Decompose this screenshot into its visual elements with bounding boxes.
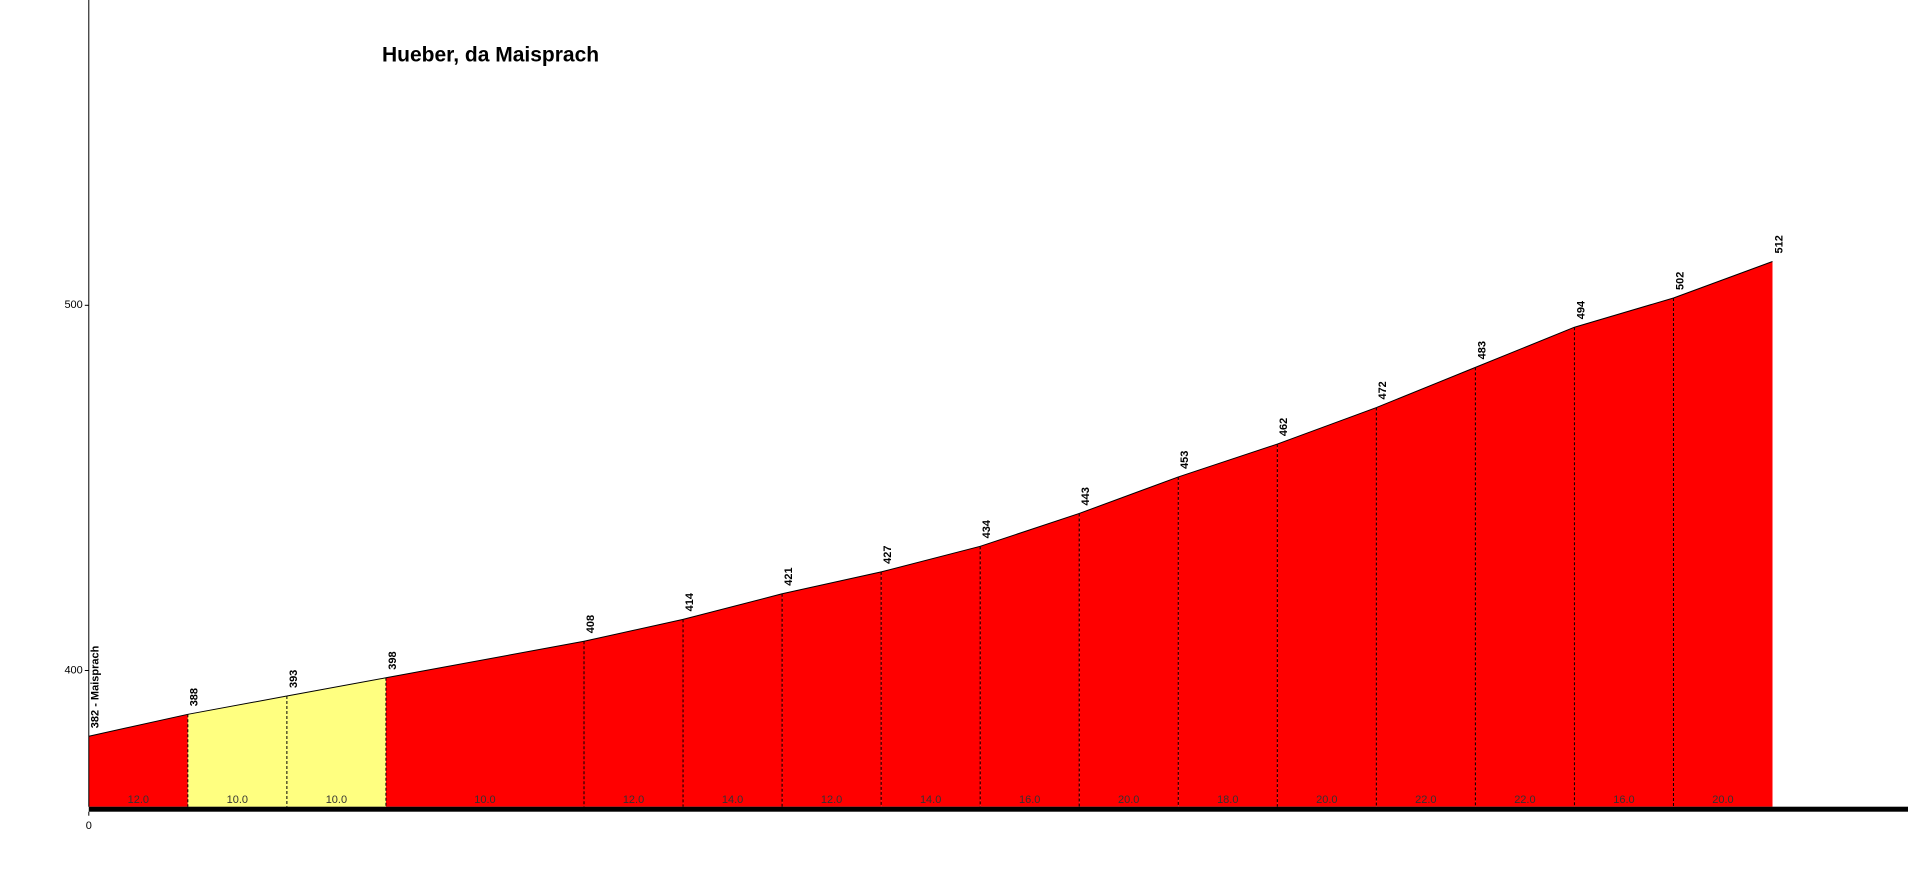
gradient-label: 12.0	[821, 794, 842, 806]
profile-segment	[1079, 476, 1179, 807]
elevation-label: 462	[1278, 418, 1290, 436]
profile-edge	[1079, 476, 1179, 514]
profile-edge	[1376, 366, 1476, 409]
profile-segment	[1178, 444, 1278, 807]
gradient-label: 20.0	[1712, 794, 1733, 806]
profile-edge	[583, 618, 684, 642]
profile-segment	[1277, 407, 1377, 807]
chart-title: Hueber, da Maisprach	[382, 44, 599, 67]
x-axis	[88, 806, 1908, 812]
profile-edge	[1277, 407, 1377, 445]
gradient-label: 20.0	[1118, 794, 1139, 806]
profile-edge	[682, 593, 783, 620]
profile-segment	[1574, 297, 1674, 807]
elevation-label: 421	[783, 567, 795, 585]
gradient-label: 20.0	[1316, 794, 1337, 806]
elevation-label: 408	[585, 615, 597, 633]
profile-edge	[1475, 326, 1575, 368]
elevation-label: 502	[1674, 272, 1686, 290]
gradient-label: 10.0	[474, 794, 495, 806]
profile-edge	[385, 640, 585, 679]
elevation-label: 483	[1476, 341, 1488, 359]
gradient-label: 14.0	[722, 794, 743, 806]
gradient-label: 16.0	[1613, 794, 1634, 806]
gradient-label: 18.0	[1217, 794, 1238, 806]
profile-segment	[980, 513, 1080, 807]
gradient-label: 10.0	[326, 794, 347, 806]
profile-segment	[1376, 367, 1476, 807]
elevation-label: 453	[1179, 451, 1191, 469]
profile-edge	[88, 713, 188, 737]
profile-segment	[286, 677, 386, 807]
profile-segment	[683, 593, 783, 807]
elevation-label: 512	[1773, 235, 1785, 253]
profile-segment	[187, 696, 287, 807]
profile-edge	[1574, 297, 1674, 328]
x-tick-label: 0	[86, 820, 92, 832]
elevation-label: 393	[288, 670, 300, 688]
gradient-label: 16.0	[1019, 794, 1040, 806]
profile-segment	[88, 714, 188, 807]
profile-edge	[781, 571, 882, 595]
profile-edge	[187, 695, 287, 715]
elevation-label: 414	[684, 592, 696, 611]
elevation-label: 388	[189, 688, 201, 706]
profile-edge	[980, 512, 1080, 547]
gradient-label: 12.0	[128, 794, 149, 806]
y-tick-label: 500	[64, 299, 82, 311]
profile-segment	[1475, 327, 1575, 807]
gradient-label: 12.0	[623, 794, 644, 806]
gradient-label: 22.0	[1514, 794, 1535, 806]
elevation-label: 472	[1377, 381, 1389, 399]
profile-edge	[1178, 443, 1278, 478]
elevation-label: 382 - Maisprach	[90, 645, 102, 728]
elevation-label: 398	[387, 651, 399, 669]
elevation-label: 443	[1080, 487, 1092, 505]
elevation-label: 494	[1575, 300, 1587, 319]
profile-edge	[286, 677, 387, 697]
gradient-label: 10.0	[227, 794, 248, 806]
gradient-label: 14.0	[920, 794, 941, 806]
elevation-label: 434	[981, 519, 993, 538]
y-tick-label: 400	[64, 664, 82, 676]
profile-segment	[1673, 261, 1773, 807]
profile-edge	[1673, 261, 1773, 299]
profile-segment	[385, 641, 585, 807]
gradient-label: 22.0	[1415, 794, 1436, 806]
elevation-label: 427	[882, 546, 894, 564]
profile-segment	[584, 619, 684, 807]
profile-segment	[881, 546, 981, 807]
profile-segment	[782, 571, 882, 807]
profile-edge	[881, 545, 981, 573]
